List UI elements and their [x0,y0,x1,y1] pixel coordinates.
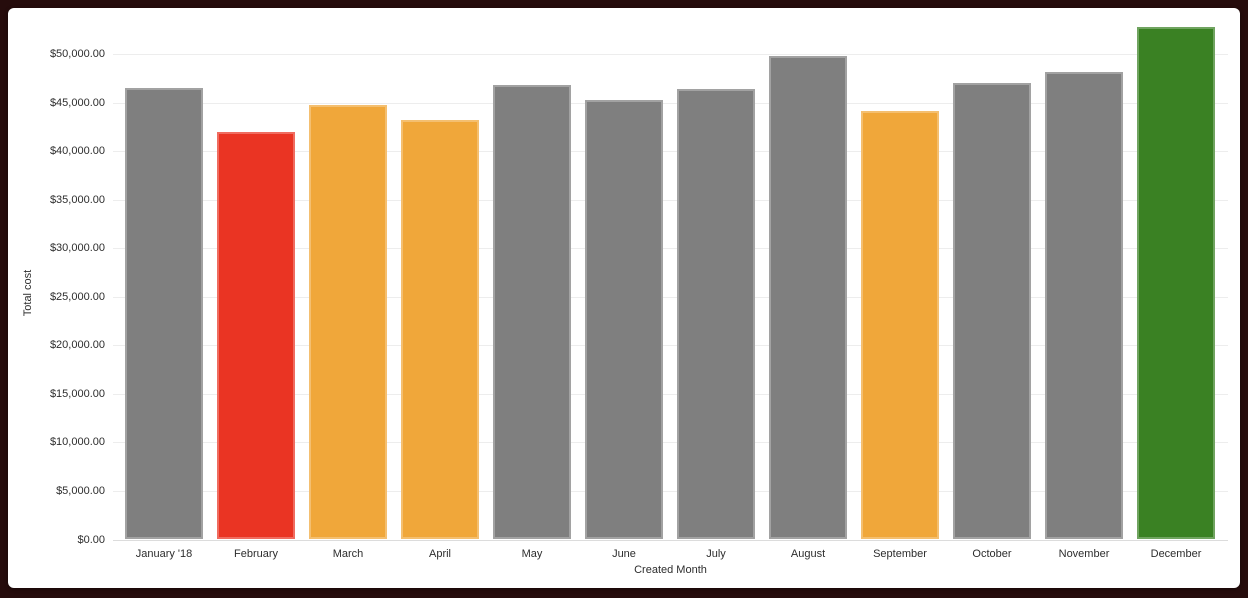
gridline [113,248,1228,250]
y-tick-label: $5,000.00 [56,484,105,497]
gridline [113,102,1228,104]
bar-march[interactable] [309,105,387,540]
y-tick-label: $0.00 [77,533,105,546]
gridline [113,199,1228,201]
bar-january-18[interactable] [125,87,203,540]
bar-september[interactable] [861,111,939,540]
gridline [113,345,1228,347]
bar-december[interactable] [1137,26,1215,540]
x-axis-title: Created Month [634,564,707,576]
y-tick-label: $25,000.00 [49,290,105,303]
x-tick-label: April [428,548,451,560]
gridline [113,539,1228,541]
x-tick-label: February [233,548,279,560]
bar-november[interactable] [1045,72,1123,540]
y-tick-label: $20,000.00 [49,339,105,352]
x-tick-label: January '18 [135,548,193,560]
gridline [113,490,1228,492]
bar-october[interactable] [953,83,1031,540]
bar-february[interactable] [217,131,295,540]
x-tick-label: May [521,548,543,560]
y-tick-label: $10,000.00 [49,436,105,449]
gridline [113,54,1228,55]
chart-card: Total cost $0.00 $5,000.00 $10,000.00 $15,0… [8,8,1240,588]
gridline [113,442,1228,444]
y-tick-label: $30,000.00 [49,242,105,255]
y-tick-label: $45,000.00 [49,96,105,109]
bar-july[interactable] [677,88,755,540]
x-tick-label: September [873,548,927,560]
bar-june[interactable] [585,99,663,540]
gridline [113,151,1228,153]
y-tick-label: $40,000.00 [49,145,105,158]
y-tick-label: $15,000.00 [49,387,105,400]
x-tick-label: December [1150,548,1202,560]
bar-may[interactable] [493,85,571,540]
x-tick-label: March [332,548,364,560]
gridline [113,393,1228,395]
y-tick-label: $35,000.00 [49,193,105,206]
x-tick-label: August [790,548,826,560]
bar-april[interactable] [401,120,479,540]
bar-august[interactable] [769,55,847,540]
y-tick-label: $50,000.00 [49,48,105,60]
gridline [113,296,1228,298]
x-tick-label: November [1058,548,1110,560]
x-tick-label: October [972,548,1012,560]
x-tick-label: July [706,548,726,560]
x-tick-label: June [612,548,636,560]
